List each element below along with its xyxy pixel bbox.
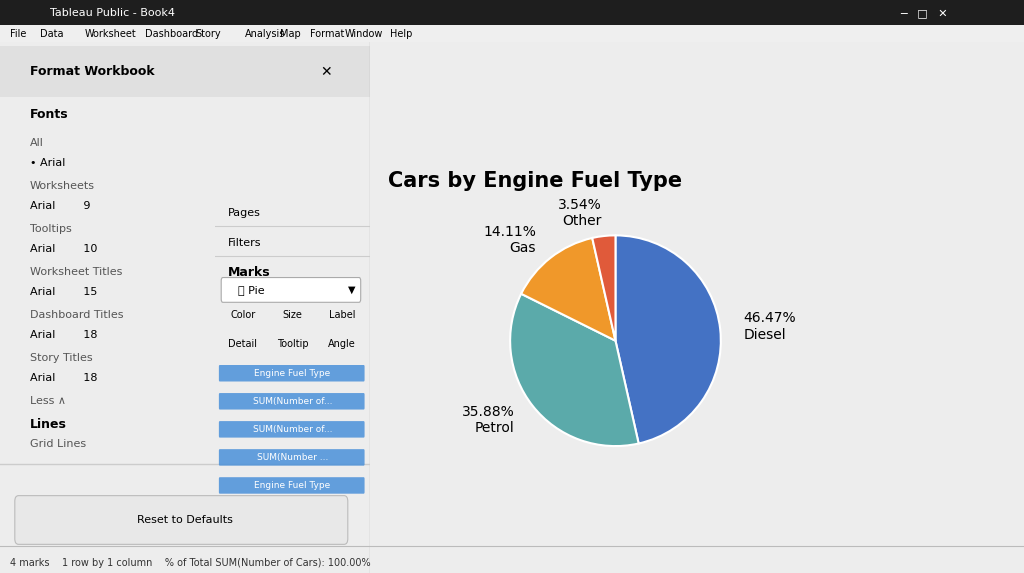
Text: SUM(Number of...: SUM(Number of... — [253, 397, 332, 406]
Text: Arial        15: Arial 15 — [30, 287, 97, 297]
FancyBboxPatch shape — [219, 393, 365, 410]
FancyBboxPatch shape — [221, 277, 360, 303]
Text: ─   □   ✕: ─ □ ✕ — [900, 8, 947, 18]
Text: Marks: Marks — [227, 266, 270, 279]
Text: • Arial: • Arial — [30, 158, 65, 168]
Text: Engine Fuel Type: Engine Fuel Type — [254, 369, 331, 378]
Text: Format: Format — [310, 29, 344, 39]
Wedge shape — [615, 236, 721, 444]
FancyBboxPatch shape — [219, 421, 365, 438]
Bar — [0, 0, 1024, 25]
Text: Detail: Detail — [228, 339, 257, 348]
Text: File: File — [10, 29, 27, 39]
Text: 4 marks    1 row by 1 column    % of Total SUM(Number of Cars): 100.00%: 4 marks 1 row by 1 column % of Total SUM… — [10, 558, 371, 568]
Text: Map: Map — [280, 29, 301, 39]
Text: Angle: Angle — [329, 339, 356, 348]
Text: Color: Color — [230, 311, 256, 320]
Text: Ⓟ Pie: Ⓟ Pie — [239, 285, 265, 295]
Text: Filters: Filters — [227, 238, 261, 248]
Wedge shape — [510, 294, 639, 446]
Text: Arial        10: Arial 10 — [30, 244, 97, 254]
Wedge shape — [521, 238, 615, 341]
Text: Story: Story — [195, 29, 220, 39]
Text: Analysis: Analysis — [245, 29, 286, 39]
Text: Cars by Engine Fuel Type: Cars by Engine Fuel Type — [388, 171, 682, 191]
Text: Tooltip: Tooltip — [276, 339, 308, 348]
Text: Arial        18: Arial 18 — [30, 373, 97, 383]
Text: All: All — [30, 138, 43, 148]
Bar — [0, 25, 1024, 42]
Text: Label: Label — [329, 311, 355, 320]
Text: Grid Lines: Grid Lines — [30, 439, 86, 449]
Text: SUM(Number ...: SUM(Number ... — [257, 453, 328, 462]
Wedge shape — [592, 236, 615, 341]
Text: Dashboard Titles: Dashboard Titles — [30, 310, 123, 320]
Text: Size: Size — [283, 311, 302, 320]
Text: Tableau Public - Book4: Tableau Public - Book4 — [50, 8, 175, 18]
Text: Data: Data — [40, 29, 63, 39]
Text: ✕: ✕ — [319, 65, 332, 79]
Text: 35.88%
Petrol: 35.88% Petrol — [462, 405, 514, 435]
Text: Worksheets: Worksheets — [30, 181, 94, 191]
FancyBboxPatch shape — [14, 496, 348, 544]
Text: Arial        18: Arial 18 — [30, 330, 97, 340]
Text: 46.47%
Diesel: 46.47% Diesel — [743, 311, 796, 342]
Text: Reset to Defaults: Reset to Defaults — [137, 515, 232, 525]
Text: Arial        9: Arial 9 — [30, 201, 90, 211]
FancyBboxPatch shape — [219, 365, 365, 382]
Text: Engine Fuel Type: Engine Fuel Type — [254, 481, 331, 490]
Text: Pages: Pages — [227, 208, 260, 218]
Text: SUM(Number of...: SUM(Number of... — [253, 425, 332, 434]
Text: Help: Help — [390, 29, 413, 39]
Text: ▼: ▼ — [348, 285, 355, 295]
FancyBboxPatch shape — [219, 449, 365, 466]
Text: Story Titles: Story Titles — [30, 353, 92, 363]
Text: Lines: Lines — [30, 418, 67, 430]
Text: 3.54%
Other: 3.54% Other — [557, 198, 601, 228]
Text: Worksheet Titles: Worksheet Titles — [30, 267, 122, 277]
Text: Worksheet: Worksheet — [85, 29, 137, 39]
Text: Window: Window — [345, 29, 383, 39]
Text: Tooltips: Tooltips — [30, 224, 72, 234]
Text: Dashboard: Dashboard — [145, 29, 198, 39]
FancyBboxPatch shape — [0, 46, 370, 97]
Text: Less ∧: Less ∧ — [30, 396, 66, 406]
Text: 14.11%
Gas: 14.11% Gas — [483, 225, 537, 255]
FancyBboxPatch shape — [219, 477, 365, 494]
Text: Format Workbook: Format Workbook — [30, 65, 155, 78]
Text: Fonts: Fonts — [30, 108, 69, 121]
